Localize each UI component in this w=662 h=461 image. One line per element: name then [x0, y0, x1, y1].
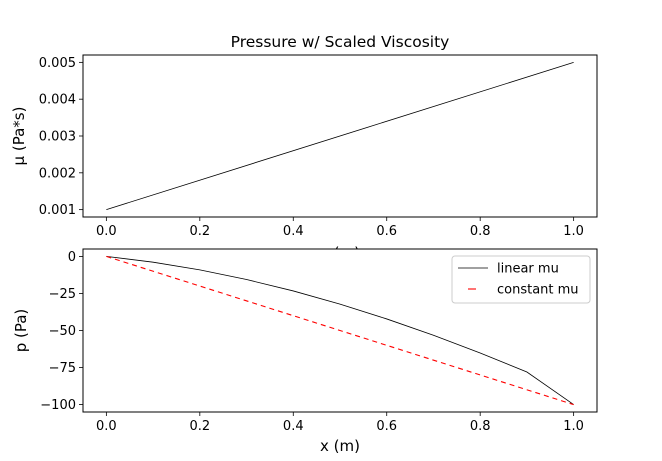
pressure-y-tick-label: −25 [49, 287, 76, 302]
viscosity-axes-frame [82, 54, 598, 218]
legend: linear mu constant mu [451, 255, 591, 304]
pressure-y-tick-label: −50 [49, 324, 76, 339]
pressure-x-tick-label: 1.0 [563, 419, 584, 434]
chart-title: Pressure w/ Scaled Viscosity [231, 33, 450, 51]
pressure-y-axis-label: p (Pa) [12, 309, 30, 353]
series-line-constant-mu [106, 255, 574, 406]
pressure-x-axis-label: x (m) [320, 437, 360, 455]
viscosity-x-tick-label: 0.8 [470, 224, 491, 239]
viscosity-x-tick-label: 0.2 [189, 224, 210, 239]
viscosity-y-ticks: 0.001 0.002 0.003 0.004 0.005 [39, 56, 83, 218]
viscosity-subplot: Pressure w/ Scaled Viscosity 0.0 0.2 0.4 0.… [10, 33, 598, 262]
viscosity-x-tick-label: 0.6 [376, 224, 397, 239]
pressure-x-tick-label: 0.6 [376, 419, 397, 434]
legend-label-constant-mu: constant mu [497, 283, 579, 298]
pressure-x-ticks: 0.0 0.2 0.4 0.6 0.8 1.0 [96, 412, 584, 434]
series-line-linear-mu [106, 256, 574, 405]
viscosity-x-ticks: 0.0 0.2 0.4 0.6 0.8 1.0 [96, 217, 584, 239]
viscosity-y-tick-label: 0.002 [39, 166, 76, 181]
viscosity-plot-lines [106, 61, 574, 211]
viscosity-y-tick-label: 0.001 [39, 203, 76, 218]
viscosity-y-tick-label: 0.004 [39, 93, 76, 108]
pressure-y-tick-label: 0 [68, 250, 76, 265]
pressure-x-tick-label: 0.0 [96, 419, 117, 434]
pressure-x-tick-label: 0.2 [189, 419, 210, 434]
viscosity-x-tick-label: 0.0 [96, 224, 117, 239]
viscosity-x-tick-label: 0.4 [283, 224, 304, 239]
pressure-subplot: 0.0 0.2 0.4 0.6 0.8 1.0 0 −25 −50 −75 −100 p (Pa)… [12, 248, 598, 455]
pressure-x-tick-label: 0.8 [470, 419, 491, 434]
viscosity-y-axis-label: μ (Pa*s) [10, 107, 28, 166]
series-line-viscosity [106, 61, 574, 211]
viscosity-y-tick-label: 0.005 [39, 56, 76, 71]
legend-label-linear-mu: linear mu [497, 262, 559, 277]
pressure-y-tick-label: −100 [40, 398, 76, 413]
pressure-y-ticks: 0 −25 −50 −75 −100 [40, 250, 83, 413]
viscosity-x-tick-label: 1.0 [563, 224, 584, 239]
pressure-y-tick-label: −75 [49, 361, 76, 376]
pressure-plot-lines [106, 255, 574, 406]
viscosity-y-tick-label: 0.003 [39, 130, 76, 145]
pressure-axes-frame [82, 248, 598, 413]
pressure-x-tick-label: 0.4 [283, 419, 304, 434]
